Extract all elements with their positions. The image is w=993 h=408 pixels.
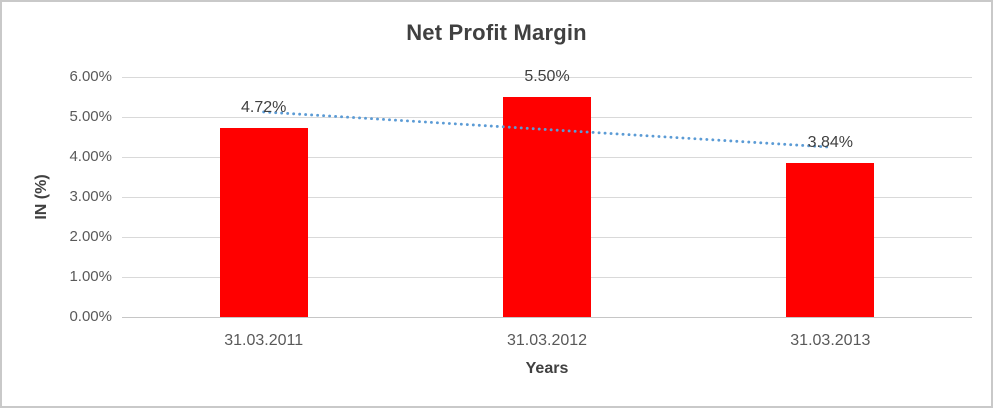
gridline — [122, 76, 972, 78]
bar-data-label: 5.50% — [524, 68, 570, 85]
y-tick-label: 6.00% — [69, 68, 112, 85]
bar — [503, 97, 591, 317]
y-tick-label: 2.00% — [69, 228, 112, 245]
x-axis-title: Years — [525, 360, 569, 377]
bar — [219, 128, 308, 317]
x-axis-line — [122, 316, 972, 318]
bar-data-label: 4.72% — [240, 99, 287, 117]
x-tick-label: 31.03.2013 — [790, 332, 871, 349]
x-tick-label: 31.03.2012 — [506, 332, 588, 349]
y-tick-label: 1.00% — [69, 268, 112, 285]
y-tick-label: 3.00% — [69, 188, 112, 205]
chart-title: Net Profit Margin — [406, 20, 587, 45]
bar-data-label: 3.84% — [807, 134, 854, 152]
bar — [786, 163, 875, 317]
x-tick-label: 31.03.2011 — [224, 332, 304, 349]
y-tick-label: 4.00% — [69, 148, 112, 165]
y-tick-label: 0.00% — [69, 308, 112, 325]
y-tick-label: 5.00% — [69, 108, 112, 125]
